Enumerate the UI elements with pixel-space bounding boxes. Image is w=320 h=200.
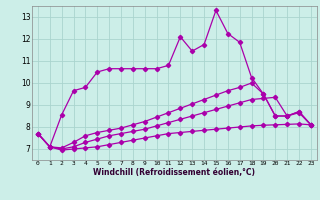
X-axis label: Windchill (Refroidissement éolien,°C): Windchill (Refroidissement éolien,°C) (93, 168, 255, 177)
